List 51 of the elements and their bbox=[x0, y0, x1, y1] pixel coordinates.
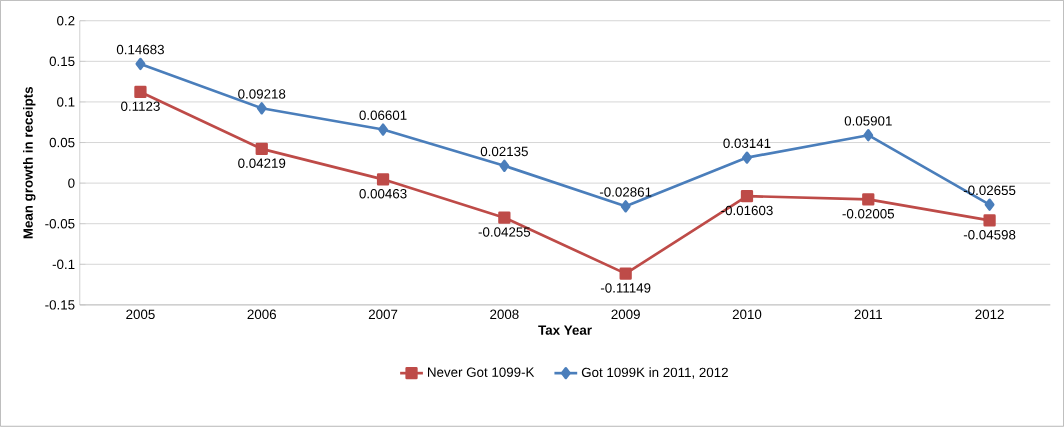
point bbox=[983, 214, 996, 227]
data-label: 0.03141 bbox=[723, 138, 771, 149]
data-label: 0.00463 bbox=[359, 189, 407, 199]
data-label: -0.04255 bbox=[478, 227, 531, 237]
data-label: 0.04219 bbox=[238, 158, 286, 169]
x-tick-label: 2010 bbox=[732, 309, 762, 320]
data-label: 0.02135 bbox=[480, 146, 528, 157]
x-tick-label: 2006 bbox=[247, 309, 276, 320]
point bbox=[255, 142, 268, 156]
point bbox=[256, 102, 267, 115]
data-label: -0.02005 bbox=[842, 209, 895, 219]
point bbox=[134, 85, 147, 99]
x-tick-label: 2009 bbox=[611, 309, 640, 320]
point bbox=[135, 57, 146, 71]
point bbox=[378, 123, 388, 136]
data-label: 0.05901 bbox=[844, 116, 892, 126]
data-label: 0.06601 bbox=[359, 110, 407, 121]
legend-label: Never Got 1099-K bbox=[428, 367, 535, 378]
y-axis-title: Mean growth in receipts bbox=[23, 87, 36, 239]
point bbox=[376, 173, 390, 186]
point bbox=[742, 151, 752, 164]
y-tick-label: 0.05 bbox=[49, 137, 75, 148]
point bbox=[619, 267, 632, 280]
x-tick-label: 2005 bbox=[126, 309, 155, 320]
x-axis-title: Tax Year bbox=[538, 325, 592, 335]
x-tick-label: 2011 bbox=[854, 309, 882, 320]
y-tick-label: 0.15 bbox=[49, 56, 75, 67]
data-label: 0.09218 bbox=[238, 89, 286, 99]
y-tick-label: -0.15 bbox=[45, 300, 75, 310]
point bbox=[862, 193, 875, 206]
data-label: 0.14683 bbox=[116, 45, 164, 55]
point bbox=[498, 211, 511, 224]
point bbox=[740, 190, 754, 203]
data-label: -0.11149 bbox=[600, 283, 651, 293]
y-tick-label: -0.1 bbox=[52, 259, 75, 270]
y-tick-label: 0 bbox=[68, 178, 75, 188]
x-tick-label: 2008 bbox=[490, 309, 519, 320]
x-tick-label: 2012 bbox=[975, 309, 1004, 320]
data-label: 0.1123 bbox=[121, 101, 160, 112]
y-tick-label: 0.2 bbox=[57, 16, 75, 26]
data-label: -0.04598 bbox=[963, 230, 1016, 240]
y-tick-label: 0.1 bbox=[57, 97, 75, 107]
point bbox=[863, 129, 874, 142]
point bbox=[620, 200, 631, 213]
legend-label: Got 1099K in 2011, 2012 bbox=[581, 367, 728, 379]
data-label: -0.02655 bbox=[963, 185, 1016, 196]
point bbox=[984, 198, 995, 211]
x-tick-label: 2007 bbox=[368, 309, 398, 320]
data-label: -0.02861 bbox=[599, 187, 652, 197]
point bbox=[499, 159, 510, 173]
y-tick-label: -0.05 bbox=[45, 219, 75, 229]
